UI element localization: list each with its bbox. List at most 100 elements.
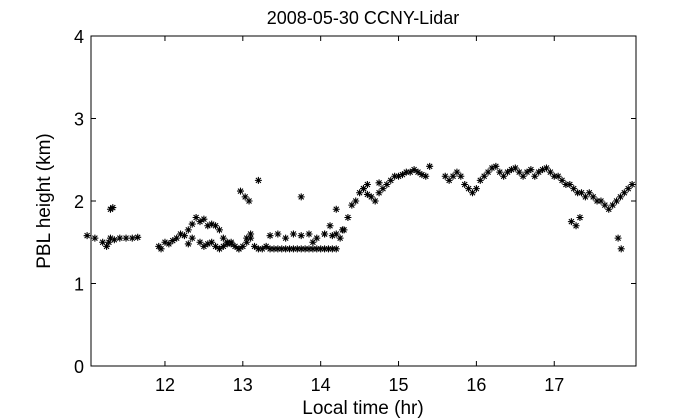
data-point: [177, 230, 185, 238]
data-point: [515, 168, 523, 176]
data-point: [173, 234, 181, 242]
data-point: [480, 172, 488, 180]
data-point: [305, 245, 313, 253]
x-tick-label: 17: [544, 375, 564, 395]
x-axis-label: Local time (hr): [302, 398, 423, 419]
x-axis: 12 13 14 15 16 17: [155, 36, 564, 395]
data-point: [235, 245, 243, 253]
data-point: [200, 242, 208, 250]
data-point: [122, 234, 130, 242]
data-point: [472, 185, 480, 193]
data-point: [241, 193, 249, 201]
y-tick-label: 1: [74, 275, 84, 295]
data-markers: [83, 162, 636, 253]
data-point: [184, 226, 192, 234]
data-point: [274, 230, 282, 238]
data-point: [215, 245, 223, 253]
data-point: [297, 245, 305, 253]
data-point: [578, 189, 585, 197]
data-point: [461, 181, 469, 188]
data-point: [363, 190, 371, 198]
data-point: [375, 189, 383, 197]
data-point: [367, 193, 375, 201]
data-point: [616, 193, 624, 201]
data-point: [105, 238, 113, 246]
data-point: [192, 214, 200, 221]
data-point: [258, 245, 266, 253]
data-point: [324, 245, 332, 253]
data-point: [593, 197, 601, 205]
data-point: [200, 215, 208, 223]
data-point: [426, 162, 434, 170]
axes-frame: [90, 35, 637, 367]
data-point: [567, 218, 575, 226]
data-point: [286, 245, 294, 253]
data-point: [297, 193, 305, 201]
data-point: [161, 238, 169, 246]
data-point: [418, 171, 426, 179]
data-point: [293, 245, 301, 253]
data-point: [103, 242, 111, 250]
data-point: [597, 197, 605, 205]
data-point: [465, 185, 473, 193]
data-point: [614, 234, 622, 242]
data-point: [282, 245, 290, 253]
data-point: [247, 234, 255, 242]
y-axis: 0 1 2 3 4: [74, 27, 636, 377]
data-point: [589, 193, 597, 201]
data-point: [406, 168, 414, 176]
data-point: [363, 181, 371, 188]
data-point: [128, 234, 136, 242]
data-point: [344, 214, 352, 221]
data-point: [99, 238, 107, 246]
data-point: [297, 232, 305, 240]
data-point: [282, 234, 290, 242]
data-point: [254, 176, 262, 184]
data-point: [387, 176, 395, 184]
data-point: [270, 245, 278, 253]
data-point: [601, 201, 609, 209]
data-point: [576, 214, 584, 221]
x-tick-label: 15: [389, 375, 409, 395]
data-point: [332, 230, 340, 238]
data-point: [184, 240, 192, 248]
data-point: [236, 187, 244, 195]
data-point: [254, 245, 262, 253]
data-point: [243, 234, 251, 242]
data-point: [313, 234, 321, 242]
data-point: [328, 245, 336, 253]
x-tick-label: 16: [466, 375, 486, 395]
data-point: [134, 233, 142, 241]
data-point: [375, 179, 383, 187]
data-point: [321, 245, 329, 253]
data-point: [317, 245, 325, 253]
data-point: [348, 201, 356, 209]
data-point: [620, 189, 628, 197]
data-point: [511, 164, 519, 172]
data-point: [535, 168, 543, 176]
data-point: [289, 245, 297, 253]
data-point: [215, 226, 223, 234]
data-point: [605, 205, 613, 213]
data-point: [550, 172, 558, 180]
data-point: [449, 172, 457, 180]
data-point: [469, 189, 476, 197]
data-point: [492, 162, 500, 170]
data-point: [585, 189, 593, 197]
data-point: [453, 168, 461, 176]
data-point: [457, 172, 465, 180]
data-point: [488, 164, 496, 172]
data-point: [212, 242, 220, 250]
data-point: [574, 189, 582, 197]
data-point: [562, 181, 570, 188]
data-point: [504, 168, 512, 176]
data-point: [219, 234, 227, 242]
data-point: [188, 220, 196, 228]
data-point: [116, 234, 124, 242]
data-point: [507, 166, 515, 174]
data-point: [398, 171, 406, 179]
data-point: [204, 222, 212, 230]
data-point: [208, 238, 216, 246]
data-point: [196, 218, 204, 226]
data-point: [546, 168, 554, 176]
